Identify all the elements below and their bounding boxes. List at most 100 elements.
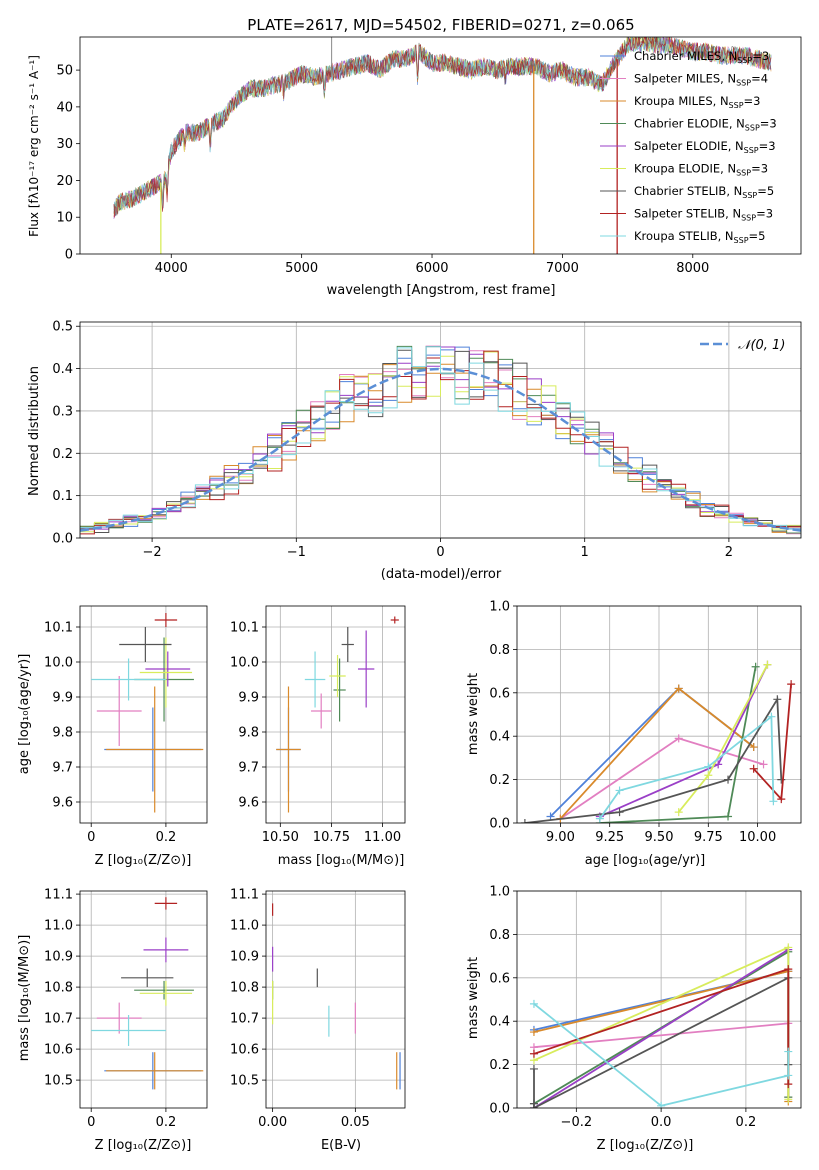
x-tick-label: 0.00 (258, 1115, 287, 1130)
histogram-ylabel: Normed distribution (27, 366, 42, 496)
y-tick-label: 0.8 (489, 928, 510, 943)
weight-marker (749, 764, 758, 773)
y-tick-label: 9.6 (238, 796, 259, 811)
legend-subscript: SSP (737, 56, 752, 65)
age-vs-mass-panel: mass [log₁₀(M/M⊙)] 10.50 10.75 11.00 9.6 9.7… (230, 605, 406, 868)
weight-marker (777, 795, 786, 804)
grid (80, 891, 207, 1108)
axes-frame (79, 890, 208, 1109)
residual-histogram-panel: (data-model)/error Normed distribution −… (27, 320, 802, 582)
y-tick-label: 9.8 (52, 726, 73, 741)
legend-subscript: SSP (741, 214, 756, 223)
y-tick-label: 0 (65, 248, 73, 263)
legend-label: Chabrier STELIB, NSSP=5 (634, 184, 774, 200)
normal-pdf-curve (80, 367, 801, 532)
x-tick-label: 0.2 (736, 1115, 757, 1130)
legend-value: =5 (757, 184, 774, 198)
weight-marker (615, 808, 624, 817)
mass-z-xlabel: Z [log₁₀(Z/Z⊙)] (95, 1138, 192, 1153)
weight-marker (773, 695, 782, 704)
weight-marker (674, 808, 683, 817)
weight-marker (784, 965, 793, 974)
weight-marker (769, 797, 778, 806)
y-tick-label: 0.2 (52, 447, 73, 462)
weight-marker (767, 712, 776, 721)
legend-label: Salpeter STELIB, NSSP=3 (634, 207, 773, 223)
weight-marker (674, 734, 683, 743)
y-tick-label: 9.7 (52, 761, 73, 776)
x-tick-label: 4000 (155, 261, 188, 276)
y-tick-label: 0.2 (489, 1058, 510, 1073)
weight-marker (724, 812, 733, 821)
y-tick-label: 10.0 (44, 656, 73, 671)
histogram-series-kroupa-stelib (80, 346, 801, 538)
x-tick-label: 5000 (285, 261, 318, 276)
weights-z-xlabel: Z [log₁₀(Z/Z⊙)] (597, 1138, 694, 1153)
spectrum-series-chabrier-stelib (113, 37, 772, 216)
y-tick-label: 0.4 (489, 1015, 510, 1030)
y-tick-label: 10.1 (230, 621, 259, 636)
legend-value: =4 (751, 72, 768, 86)
x-tick-label: 1 (581, 545, 589, 560)
weight-marker (751, 662, 760, 671)
weight-marker (520, 819, 529, 823)
y-tick-label: 9.9 (238, 691, 259, 706)
y-tick-label: 10.0 (230, 656, 259, 671)
y-tick-label: 0.5 (52, 320, 73, 335)
x-tick-label: −2 (143, 545, 162, 560)
x-tick-label: 11.00 (364, 830, 401, 845)
legend-label: Chabrier MILES, NSSP=3 (634, 49, 769, 65)
legend-value: =3 (744, 94, 761, 108)
mass-z-ylabel: mass [log₁₀(M/M⊙)] (17, 935, 32, 1062)
y-tick-label: 10.9 (230, 950, 259, 965)
y-tick-label: 0.0 (52, 532, 73, 547)
weight-line (533, 948, 789, 1108)
weights-vs-metallicity-panel: Z [log₁₀(Z/Z⊙)] mass weight −0.2 0.0 0.2 0.… (466, 885, 802, 1153)
legend-subscript: SSP (736, 169, 751, 178)
weights-age-xlabel: age [log₁₀(age/yr)] (585, 853, 706, 868)
weight-marker (784, 943, 793, 952)
age-vs-metallicity-panel: Z [log₁₀(Z/Z⊙)] age [log₁₀(age/yr)] 0 0.2… (17, 605, 208, 868)
axes-frame (79, 321, 802, 539)
x-tick-label: 0.2 (156, 830, 177, 845)
y-tick-label: 11.1 (230, 888, 259, 903)
histogram-legend: 𝒩(0, 1) (700, 338, 785, 353)
age-z-xlabel: Z [log₁₀(Z/Z⊙)] (95, 853, 192, 868)
weight-marker (763, 660, 772, 669)
legend-label: Salpeter MILES, NSSP=4 (634, 72, 768, 88)
legend-label: Salpeter ELODIE, NSSP=3 (634, 139, 776, 155)
y-tick-label: 9.7 (238, 761, 259, 776)
y-tick-label: 0.2 (489, 773, 510, 788)
spectrum-legend: Chabrier MILES, NSSP=3 Salpeter MILES, NS… (600, 49, 777, 245)
x-tick-label: 10.50 (262, 830, 299, 845)
y-tick-label: 9.9 (52, 691, 73, 706)
y-tick-label: 11.1 (44, 888, 73, 903)
y-tick-label: 0.1 (52, 489, 73, 504)
spectrum-ylabel: Flux [fλ10⁻¹⁷ erg cm⁻² s⁻¹ A⁻¹] (27, 55, 41, 237)
histogram-xlabel: (data-model)/error (381, 567, 502, 582)
mass-vs-metallicity-panel: Z [log₁₀(Z/Z⊙)] mass [log₁₀(M/M⊙)] 0 0.2 1… (17, 888, 208, 1153)
weight-marker (784, 1080, 793, 1089)
x-tick-label: −1 (287, 545, 306, 560)
y-tick-label: 0.6 (489, 971, 510, 986)
legend-subscript: SSP (734, 236, 749, 245)
weights-age-ylabel: mass weight (466, 673, 481, 755)
spectrum-title: PLATE=2617, MJD=54502, FIBERID=0271, z=0… (247, 16, 634, 34)
legend-label: Kroupa STELIB, NSSP=5 (634, 229, 765, 245)
legend-subscript: SSP (742, 191, 757, 200)
weight-marker (787, 680, 796, 689)
y-tick-label: 0.0 (489, 817, 510, 832)
y-tick-label: 9.8 (238, 726, 259, 741)
mass-vs-extinction-panel: E(B-V) 0.00 0.05 10.5 10.6 10.7 10.8 10.9 11.0 1… (230, 888, 406, 1153)
legend-subscript: SSP (729, 101, 744, 110)
axes-frame (516, 890, 802, 1109)
x-tick-label: 10.75 (313, 830, 350, 845)
x-tick-label: 9.50 (645, 830, 674, 845)
plot-area (272, 903, 401, 1090)
x-tick-label: −0.2 (561, 1115, 593, 1130)
weight-marker (657, 1101, 666, 1108)
legend-subscript: SSP (736, 79, 751, 88)
weights-z-ylabel: mass weight (466, 957, 481, 1039)
x-tick-label: 8000 (676, 261, 709, 276)
